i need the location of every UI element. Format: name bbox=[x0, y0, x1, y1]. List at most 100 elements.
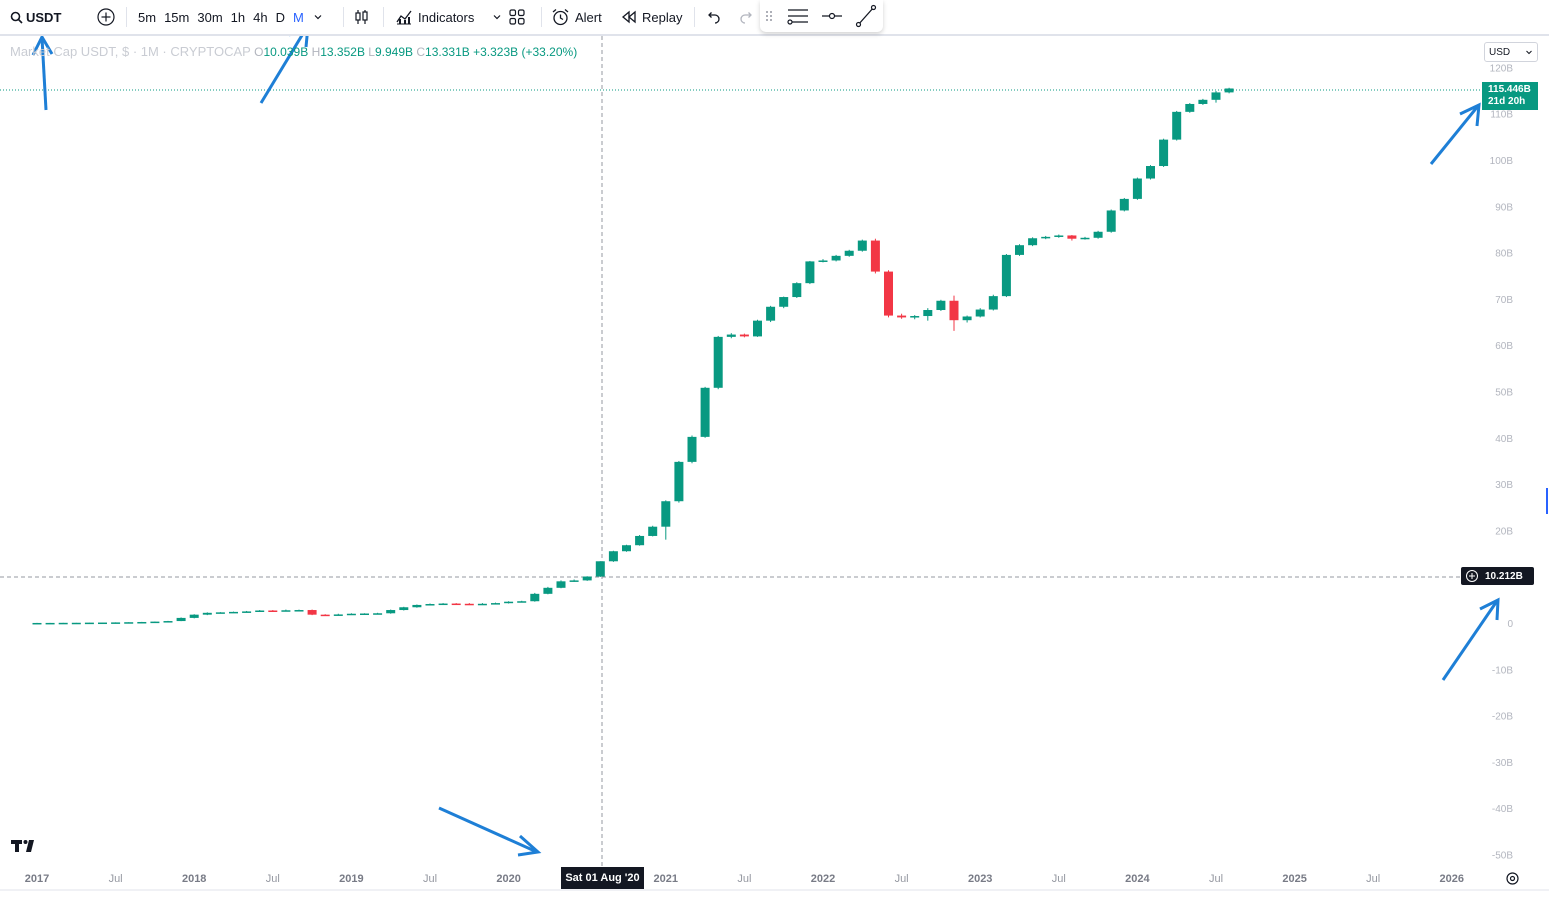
legend-open-label: O bbox=[254, 45, 264, 59]
price-axis-label: 50B bbox=[1495, 388, 1513, 399]
gear-icon[interactable] bbox=[1505, 871, 1520, 886]
candle bbox=[779, 296, 789, 309]
candle-body bbox=[844, 250, 854, 256]
candle bbox=[1093, 230, 1103, 239]
candle bbox=[962, 315, 972, 323]
candle-body bbox=[884, 271, 893, 316]
crosshair-layer bbox=[0, 36, 1549, 891]
bar-countdown: 21d 20h bbox=[1488, 96, 1526, 107]
layouts-button[interactable] bbox=[508, 0, 526, 34]
candle bbox=[949, 295, 959, 331]
candle-body bbox=[150, 621, 160, 624]
horizontal-ray-icon[interactable] bbox=[821, 5, 843, 27]
price-chart[interactable]: 120B 110B 100B 90B 80B 70B 60B 50B 40B 30B 20B 0 -10… bbox=[0, 36, 1549, 902]
add-circle-icon[interactable] bbox=[1465, 569, 1479, 583]
candle-body bbox=[491, 603, 500, 605]
replay-button[interactable]: Replay bbox=[621, 0, 682, 34]
interval-4h[interactable]: 4h bbox=[253, 9, 268, 25]
candle-body bbox=[779, 297, 789, 307]
legend-close-value: 13.331B bbox=[425, 45, 470, 59]
candle-body bbox=[399, 607, 409, 611]
candle bbox=[988, 294, 998, 311]
chevron-down-icon[interactable] bbox=[312, 11, 324, 23]
search-icon bbox=[10, 11, 23, 24]
candle-body bbox=[58, 622, 68, 625]
last-price-value: 115.446B bbox=[1488, 84, 1531, 95]
candle-body bbox=[1028, 238, 1038, 246]
candle bbox=[1224, 87, 1234, 94]
price-axis-label: 0 bbox=[1507, 619, 1513, 630]
interval-1h[interactable]: 1h bbox=[230, 9, 246, 25]
price-axis-labels: 120B 110B 100B 90B 80B 70B 60B 50B 40B 30B 20B 0 -10… bbox=[1490, 63, 1514, 861]
scroll-indicator[interactable] bbox=[1546, 488, 1548, 514]
crosshair-price-value: 10.212B bbox=[1485, 570, 1523, 582]
candle-body bbox=[831, 255, 841, 261]
candle bbox=[71, 622, 81, 625]
undo-icon bbox=[708, 12, 720, 24]
candle-body bbox=[1001, 254, 1011, 297]
candle bbox=[346, 613, 356, 616]
candle-body bbox=[661, 501, 671, 527]
candle bbox=[98, 622, 107, 625]
candle-body bbox=[229, 611, 238, 614]
interval-15m[interactable]: 15m bbox=[164, 9, 190, 25]
annotation-arrows bbox=[31, 36, 1500, 857]
time-axis-label: 2020 bbox=[496, 873, 520, 885]
price-axis-label: 80B bbox=[1495, 249, 1513, 260]
candle bbox=[1172, 110, 1182, 141]
candle bbox=[1185, 103, 1195, 113]
chevron-down-icon[interactable] bbox=[491, 11, 503, 23]
interval-30m[interactable]: 30m bbox=[197, 9, 223, 25]
candle bbox=[543, 586, 553, 595]
interval-5m[interactable]: 5m bbox=[138, 9, 157, 25]
alarm-clock-icon bbox=[552, 8, 569, 25]
time-axis-label: Jul bbox=[1366, 873, 1380, 885]
candle bbox=[870, 238, 880, 274]
candle-body bbox=[582, 576, 592, 581]
trend-line-icon[interactable] bbox=[855, 4, 877, 28]
interval-m[interactable]: M bbox=[292, 9, 304, 25]
candle bbox=[1041, 235, 1051, 240]
symbol-search-button[interactable]: USDT bbox=[10, 0, 61, 34]
candle-body bbox=[870, 240, 880, 272]
redo-button[interactable] bbox=[739, 0, 755, 34]
time-axis-label: 2024 bbox=[1125, 873, 1150, 885]
candle-body bbox=[674, 461, 684, 502]
chart-type-button[interactable] bbox=[353, 0, 371, 34]
legend-open-value: 10.039B bbox=[263, 45, 309, 59]
candle-body bbox=[530, 593, 540, 602]
candle bbox=[884, 270, 893, 318]
annotation-arrow bbox=[31, 36, 54, 111]
toolbar-divider bbox=[694, 7, 695, 27]
candle-body bbox=[386, 610, 396, 614]
candle bbox=[569, 579, 579, 582]
alert-button[interactable]: Alert bbox=[551, 0, 602, 34]
indicators-button[interactable]: Indicators bbox=[395, 0, 503, 34]
candle bbox=[268, 610, 278, 612]
candle-body bbox=[451, 603, 461, 606]
candle-body bbox=[281, 610, 291, 612]
currency-select[interactable]: USD bbox=[1484, 42, 1538, 62]
toolbar-divider bbox=[343, 7, 344, 27]
price-axis-label: -20B bbox=[1492, 712, 1513, 723]
time-axis-labels: 2017 Jul 2018 Jul 2019 Jul 2020 2021 Jul 2022 Jul 2… bbox=[25, 873, 1464, 885]
candle-body bbox=[255, 610, 265, 612]
candle bbox=[399, 606, 409, 611]
candle-body bbox=[98, 622, 107, 625]
candle bbox=[451, 603, 461, 606]
grid-layout-icon bbox=[509, 9, 525, 25]
candle bbox=[792, 282, 802, 298]
compare-symbol-button[interactable] bbox=[96, 0, 116, 34]
horizontal-lines-icon[interactable] bbox=[786, 5, 810, 27]
candle bbox=[425, 603, 435, 606]
interval-d[interactable]: D bbox=[275, 9, 285, 25]
candle-body bbox=[1015, 245, 1024, 255]
undo-button[interactable] bbox=[705, 0, 721, 34]
candle-body bbox=[1041, 236, 1051, 239]
candle bbox=[176, 617, 186, 622]
candle bbox=[215, 612, 225, 614]
candle bbox=[674, 460, 684, 503]
add-circle-icon bbox=[97, 8, 115, 26]
drag-handle-icon[interactable] bbox=[765, 10, 773, 22]
indicators-icon bbox=[396, 10, 412, 25]
